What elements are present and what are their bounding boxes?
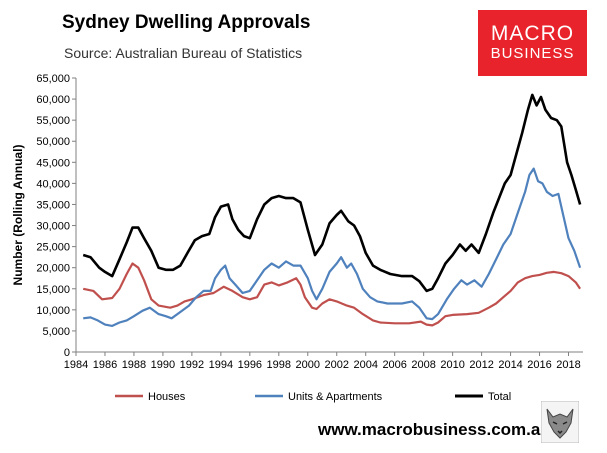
y-tick-label: 20,000: [36, 263, 70, 275]
y-tick-label: 55,000: [36, 115, 70, 127]
y-tick-label: 5,000: [42, 326, 70, 338]
x-tick-label: 1992: [180, 359, 204, 371]
macrobusiness-logo[interactable]: MACRO BUSINESS: [478, 10, 587, 76]
y-tick-label: 50,000: [36, 136, 70, 148]
x-tick-label: 1988: [122, 359, 146, 371]
x-tick-label: 1986: [93, 359, 117, 371]
x-tick-label: 2014: [498, 359, 522, 371]
x-tick-label: 2002: [325, 359, 349, 371]
series-line-houses: [82, 262, 582, 327]
x-tick-label: 2012: [469, 359, 493, 371]
y-tick-label: 30,000: [36, 221, 70, 233]
legend-label: Total: [488, 391, 511, 403]
x-tick-label: 1998: [267, 359, 291, 371]
x-tick-label: 1994: [209, 359, 233, 371]
x-tick-label: 2016: [527, 359, 551, 371]
y-tick-label: 65,000: [36, 73, 70, 85]
x-tick-label: 2018: [556, 359, 580, 371]
y-tick-label: 25,000: [36, 242, 70, 254]
chart-axes: 0 5,000 10,000 15,000 20,000 25,000 30,000 35,0…: [11, 73, 583, 371]
y-tick-label: 15,000: [36, 284, 70, 296]
wolf-logo-icon: [540, 400, 580, 444]
website-url[interactable]: www.macrobusiness.com.au: [318, 420, 551, 439]
y-tick-label: 60,000: [36, 94, 70, 106]
series-line-units-apartments: [83, 167, 582, 327]
chart-title: Sydney Dwelling Approvals: [62, 12, 311, 33]
x-tick-label: 2010: [440, 359, 464, 371]
logo-line-1: MACRO: [490, 22, 575, 45]
x-tick-label: 2008: [411, 359, 435, 371]
y-tick-label: 40,000: [36, 178, 70, 190]
legend-label: Houses: [148, 391, 186, 403]
chart-legend: Houses Units & Apartments Total: [115, 391, 511, 403]
x-tick-label: 1984: [64, 359, 88, 371]
x-tick-label: 2000: [296, 359, 320, 371]
x-tick-label: 1990: [151, 359, 175, 371]
series-line-total: [82, 93, 582, 293]
y-tick-label: 0: [64, 347, 70, 359]
y-tick-label: 35,000: [36, 199, 70, 211]
y-axis-label: Number (Rolling Annual): [11, 145, 25, 286]
x-tick-label: 2004: [353, 359, 377, 371]
y-tick-label: 10,000: [36, 305, 70, 317]
legend-label: Units & Apartments: [288, 391, 383, 403]
chart-subtitle: Source: Australian Bureau of Statistics: [64, 45, 303, 61]
x-tick-label: 1996: [238, 359, 262, 371]
chart-series: [82, 93, 582, 327]
x-tick-label: 2006: [382, 359, 406, 371]
logo-line-2: BUSINESS: [490, 45, 575, 62]
y-tick-label: 45,000: [36, 157, 70, 169]
